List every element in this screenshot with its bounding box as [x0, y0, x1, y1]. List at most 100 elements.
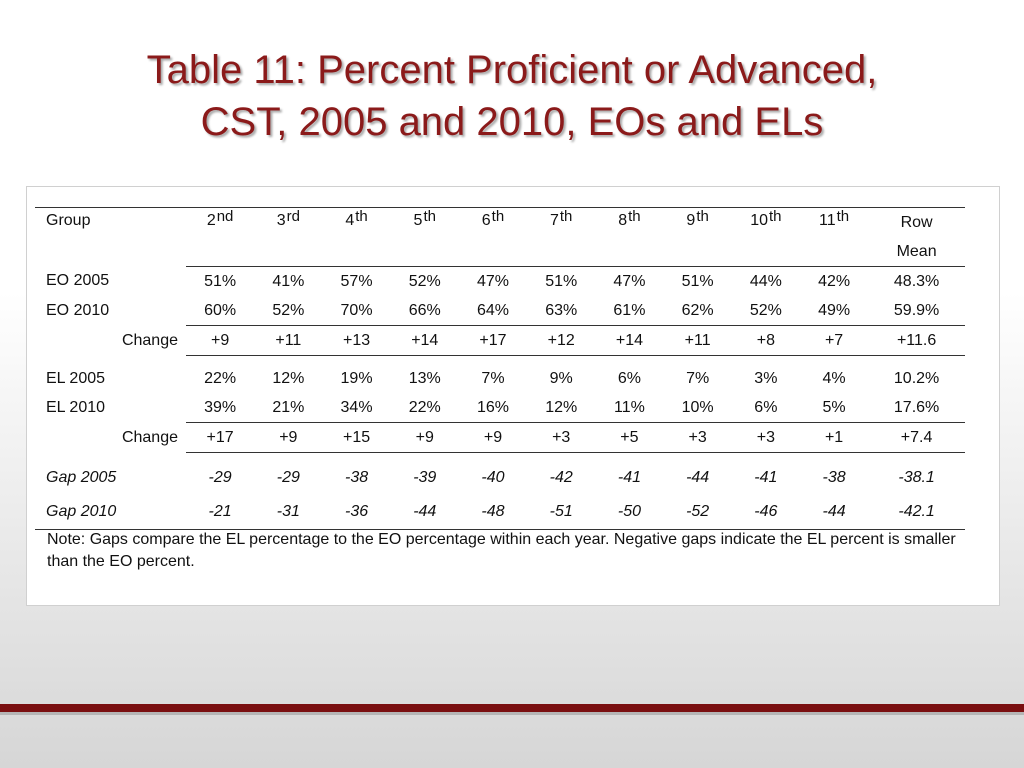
value-cell: +14	[390, 325, 459, 356]
value-cell: 3%	[754, 369, 778, 387]
grade-number: 8	[618, 212, 628, 229]
value-cell: 10%	[663, 393, 732, 423]
value-cell: 34%	[322, 393, 391, 423]
grade-suffix: th	[423, 208, 436, 225]
value-cell: 49%	[799, 296, 869, 326]
value-cell: 66%	[390, 296, 459, 326]
row-label: EL 2005	[46, 369, 106, 387]
value-cell: 11%	[595, 393, 664, 423]
value-cell: 16%	[458, 393, 528, 423]
table-row-el2005: EL 2005 22% 12% 19% 13% 7% 9% 6% 7% 3% 4% 10.2%	[35, 364, 965, 393]
grade-header-9: 9th	[663, 207, 732, 267]
grade-number: 10	[750, 212, 768, 229]
table-row-el2010: EL 2010 39% 21% 34% 22% 16% 12% 11% 10% 6% 5% 17.6%	[35, 393, 965, 423]
row-label: Gap 2010	[35, 495, 186, 530]
value-cell: 52%	[408, 272, 441, 290]
value-cell: +15	[322, 422, 391, 453]
value-cell: 12%	[527, 393, 596, 423]
table-note: Note: Gaps compare the EL percentage to …	[47, 531, 956, 570]
row-mean-header-line2: Mean	[896, 243, 937, 260]
table-panel: Group 2nd 3rd 4th 5th 6th 7th 8th 9th 10th 11th Ro…	[26, 186, 1000, 606]
value-cell: 61%	[595, 296, 664, 326]
row-mean-cell: -42.1	[868, 495, 965, 530]
grade-suffix: th	[769, 208, 782, 225]
value-cell: -51	[527, 495, 596, 530]
grade-number: 3	[276, 212, 286, 229]
value-cell: -41	[617, 469, 641, 486]
value-cell: -40	[481, 469, 505, 486]
row-label: Gap 2005	[46, 469, 117, 486]
grade-suffix: th	[836, 208, 850, 225]
grade-number: 9	[686, 212, 696, 229]
value-cell: +9	[458, 422, 528, 453]
value-cell: +11	[663, 325, 732, 356]
value-cell: 44%	[749, 272, 782, 290]
value-cell: 60%	[186, 296, 255, 326]
grade-number: 4	[345, 212, 355, 229]
value-cell: 13%	[408, 369, 441, 387]
value-cell: 51%	[204, 272, 237, 290]
slide-title: Table 11: Percent Proficient or Advanced…	[0, 44, 1024, 148]
value-cell: 19%	[340, 369, 373, 387]
grade-header-6: 6th	[458, 207, 528, 267]
grade-suffix: th	[355, 208, 368, 225]
grade-number: 5	[413, 212, 423, 229]
row-label: EL 2010	[46, 398, 106, 416]
table-header-row: Group 2nd 3rd 4th 5th 6th 7th 8th 9th 10th 11th Ro…	[35, 207, 965, 267]
value-cell: -44	[686, 469, 710, 486]
value-cell: +8	[731, 325, 800, 356]
grade-suffix: th	[628, 208, 641, 225]
value-cell: 47%	[613, 272, 646, 290]
value-cell: 5%	[799, 393, 869, 423]
grade-header-4: 4th	[322, 207, 391, 267]
value-cell: +9	[186, 325, 255, 356]
table-row-el-change: Change +17 +9 +15 +9 +9 +3 +5 +3 +3 +1 +7.4	[35, 422, 965, 453]
value-cell: -52	[663, 495, 732, 530]
value-cell: 39%	[186, 393, 255, 423]
table-row-eo2005: EO 2005 51% 41% 57% 52% 47% 51% 47% 51% 44% 42% 48.…	[35, 267, 965, 297]
grade-header-8: 8th	[595, 207, 664, 267]
value-cell: 12%	[272, 369, 305, 387]
row-mean-cell: 48.3%	[893, 272, 940, 290]
value-cell: 57%	[340, 272, 373, 290]
grade-number: 11	[819, 212, 836, 229]
value-cell: 51%	[545, 272, 578, 290]
value-cell: +13	[322, 325, 391, 356]
value-cell: -38	[344, 469, 369, 486]
value-cell: 6%	[731, 393, 800, 423]
value-cell: -39	[413, 469, 437, 486]
row-mean-header: Row Mean	[868, 207, 965, 267]
value-cell: +7	[799, 325, 869, 356]
value-cell: -29	[276, 469, 300, 486]
grade-number: 7	[549, 212, 559, 229]
value-cell: 6%	[617, 369, 641, 387]
value-cell: 22%	[390, 393, 459, 423]
value-cell: 52%	[731, 296, 800, 326]
value-cell: 51%	[681, 272, 714, 290]
grade-header-5: 5th	[390, 207, 459, 267]
row-label: Change	[121, 331, 178, 349]
value-cell: +12	[527, 325, 596, 356]
value-cell: +1	[799, 422, 869, 453]
table-row-gap2010: Gap 2010 -21 -31 -36 -44 -48 -51 -50 -52 -46 -44 -4…	[35, 495, 965, 530]
value-cell: 62%	[663, 296, 732, 326]
row-mean-cell: 59.9%	[868, 296, 965, 326]
grade-suffix: nd	[216, 208, 234, 225]
grade-suffix: th	[491, 208, 505, 225]
row-label: EO 2010	[46, 301, 110, 319]
value-cell: 7%	[481, 369, 505, 387]
value-cell: -42	[549, 469, 573, 486]
footer-accent-line	[0, 712, 1024, 715]
value-cell: -41	[754, 469, 778, 486]
value-cell: 63%	[527, 296, 596, 326]
table-row-gap2005: Gap 2005 -29 -29 -38 -39 -40 -42 -41 -44 -41 -38 -3…	[35, 461, 965, 495]
value-cell: +9	[254, 422, 323, 453]
grade-suffix: th	[559, 208, 573, 225]
row-mean-cell: +7.4	[868, 422, 965, 453]
value-cell: -31	[254, 495, 323, 530]
value-cell: +14	[595, 325, 664, 356]
value-cell: -44	[799, 495, 869, 530]
group-header: Group	[35, 207, 186, 267]
value-cell: 9%	[549, 369, 573, 387]
row-mean-cell: 17.6%	[868, 393, 965, 423]
